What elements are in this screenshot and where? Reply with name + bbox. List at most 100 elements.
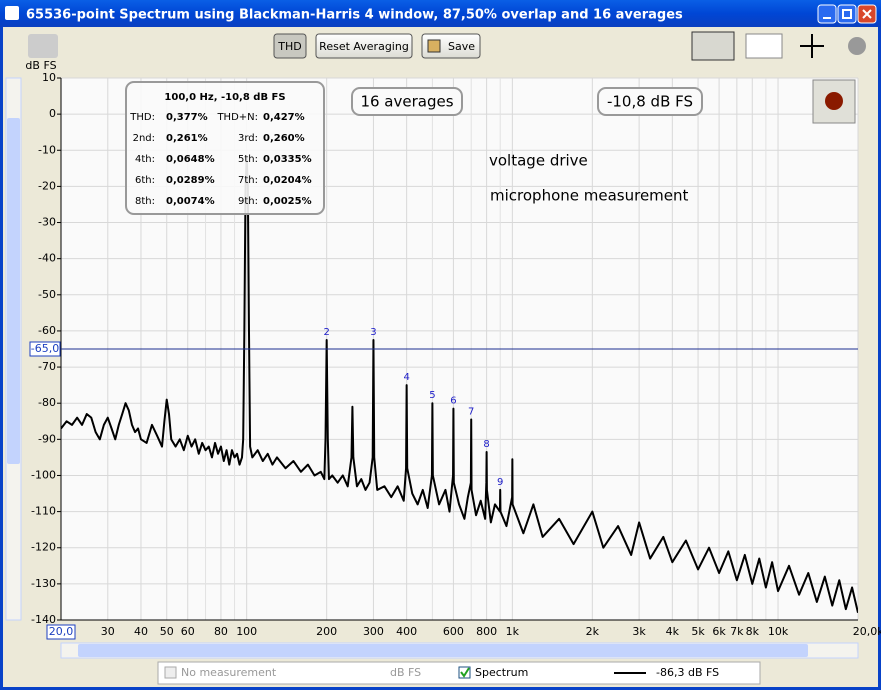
harmonic-label: 9 [497,477,503,488]
averages-box [351,87,463,116]
x-tick-label: 600 [443,625,464,638]
checkbox[interactable] [458,666,471,679]
x-tick-label: 100 [236,625,257,638]
legend-series: Spectrum [475,666,528,679]
info-value: 0,0289% [166,175,215,186]
info-label: 8th: [135,196,155,207]
marker-box [29,341,61,357]
harmonic-label: 4 [403,372,409,383]
level-label: -10,8 dB FS [607,93,693,111]
info-value: 0,0025% [263,196,312,207]
x-tick-label: 40 [134,625,148,638]
info-value: 0,261% [166,133,208,144]
x-tick-label: 30 [101,625,115,638]
info-label: 6th: [135,175,155,186]
view-button[interactable] [691,31,735,61]
toolbar: THD Reset Averaging Save [28,31,866,61]
x-tick-label: 5k [691,625,705,638]
x-tick-label: 800 [476,625,497,638]
x-tick-label: 80 [214,625,228,638]
x-tick-label: 400 [396,625,417,638]
x-tick-label: 60 [181,625,195,638]
grid-button[interactable] [745,33,783,59]
info-panel [125,81,325,215]
y-tick-label: -20 [38,179,56,192]
app-icon [5,6,19,20]
scroll-thumb[interactable] [7,118,20,464]
minimize-button[interactable] [817,4,837,24]
x-tick-label: 10k [768,625,789,638]
settings-button[interactable] [848,37,866,55]
camera-icon[interactable] [28,34,58,58]
level-box [597,87,703,116]
info-value: 0,0648% [166,154,215,165]
info-value: 0,427% [263,112,305,123]
averages-label: 16 averages [360,93,453,111]
x-tick-label: 6k [712,625,726,638]
annotation: microphone measurement [490,187,689,205]
harmonic-label: 6 [450,396,456,407]
harmonic-label: 7 [468,406,474,417]
legend-unit: dB FS [390,666,421,679]
y-tick-label: -50 [38,288,56,301]
x-tick-label: 20,0 [49,625,74,638]
info-label: 2nd: [133,133,155,144]
x-tick-label: 50 [160,625,174,638]
y-tick-label: -130 [31,577,56,590]
info-value: 0,0335% [263,154,312,165]
checkbox[interactable] [164,666,177,679]
info-label: 9th: [238,196,258,207]
y-tick-label: -10 [38,143,56,156]
y-tick-label: -100 [31,468,56,481]
legend-reading: -86,3 dB FS [656,666,719,679]
legend-inactive: No measurement [181,666,277,679]
harmonic-label: 2 [323,327,329,338]
x-tick-label: 4k [666,625,680,638]
title-bar [0,0,881,27]
info-label: THD+N: [216,112,258,123]
y-tick-label: -30 [38,216,56,229]
info-header: 100,0 Hz, -10,8 dB FS [164,92,285,103]
zoom-button[interactable] [800,34,824,58]
y-tick-label: -40 [38,252,56,265]
x-tick-label: 7k [730,625,744,638]
info-label: 7th: [238,175,258,186]
y-tick-label: -110 [31,505,56,518]
x-tick-label: 8k [746,625,760,638]
harmonic-label: 8 [483,439,489,450]
info-value: 0,260% [263,133,305,144]
save-button-label: Save [448,40,475,53]
thd-button[interactable] [273,33,307,59]
marker-label: -65,0 [31,342,59,355]
annotation: voltage drive [489,152,588,170]
window-title: 65536-point Spectrum using Blackman-Harr… [26,8,683,23]
info-value: 0,0204% [263,175,312,186]
y-tick-label: -120 [31,541,56,554]
y-tick-label: 0 [49,107,56,120]
x-tick-label: 3k [632,625,646,638]
thd-button-label: THD [277,40,301,53]
y-tick-label: -140 [31,613,56,626]
record-indicator [825,92,843,110]
y-tick-label: -80 [38,396,56,409]
harmonic-label: 3 [370,327,376,338]
x-tick-label: 200 [316,625,337,638]
x-tick-label: 300 [363,625,384,638]
info-label: 3rd: [238,133,258,144]
y-axis-label: dB FS [25,59,56,72]
x-tick-box [46,624,76,640]
y-tick-label: -60 [38,324,56,337]
info-value: 0,377% [166,112,208,123]
y-tick-label: -90 [38,432,56,445]
reset-averaging-label: Reset Averaging [319,40,409,53]
spectrum-line [61,156,858,613]
harmonic-label: 5 [429,390,435,401]
reset-averaging-button[interactable] [315,33,413,59]
info-label: 5th: [238,154,258,165]
maximize-button[interactable] [837,4,857,24]
info-value: 0,0074% [166,196,215,207]
y-tick-label: -70 [38,360,56,373]
scroll-thumb[interactable] [78,644,808,657]
info-label: THD: [129,112,155,123]
